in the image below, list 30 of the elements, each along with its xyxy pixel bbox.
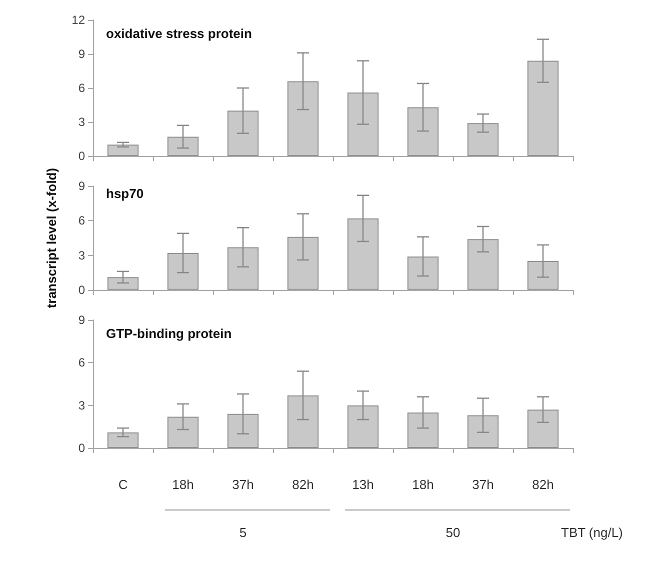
- x-tick-label: 18h: [412, 477, 434, 492]
- y-tick-label: 6: [78, 81, 86, 95]
- chart-title: oxidative stress protein: [106, 26, 252, 41]
- y-tick-label: 6: [78, 214, 86, 228]
- x-tick-label: C: [118, 477, 128, 492]
- y-tick-label: 0: [78, 441, 86, 455]
- y-axis-title: transcript level (x-fold): [44, 168, 59, 308]
- y-tick-label: 9: [78, 179, 86, 194]
- x-tick-label: 82h: [532, 477, 554, 492]
- y-tick-label: 3: [78, 115, 86, 129]
- y-tick-label: 9: [78, 313, 86, 327]
- x-tick-label: 37h: [232, 477, 254, 492]
- bar: [107, 144, 139, 156]
- x-tick-label: 13h: [352, 477, 374, 492]
- y-tick-label: 3: [78, 248, 86, 262]
- x-tick-label: 37h: [472, 477, 494, 492]
- text: GTP-binding protein: [106, 326, 232, 341]
- x-tick-label: 18h: [172, 477, 194, 492]
- y-tick-label: 12: [72, 13, 86, 27]
- y-tick-label: 0: [78, 282, 86, 297]
- text: TBT (ng/L): [561, 525, 623, 540]
- y-tick-label: 3: [78, 398, 86, 412]
- bar: [107, 432, 139, 448]
- x-tick-label: 82h: [292, 477, 314, 492]
- y-tick-label: 9: [78, 47, 86, 61]
- y-tick-label: 6: [78, 356, 86, 370]
- text: 5: [239, 525, 247, 540]
- chart-title: hsp70: [106, 186, 144, 201]
- y-tick-label: 0: [78, 149, 86, 163]
- text: 50: [446, 525, 460, 540]
